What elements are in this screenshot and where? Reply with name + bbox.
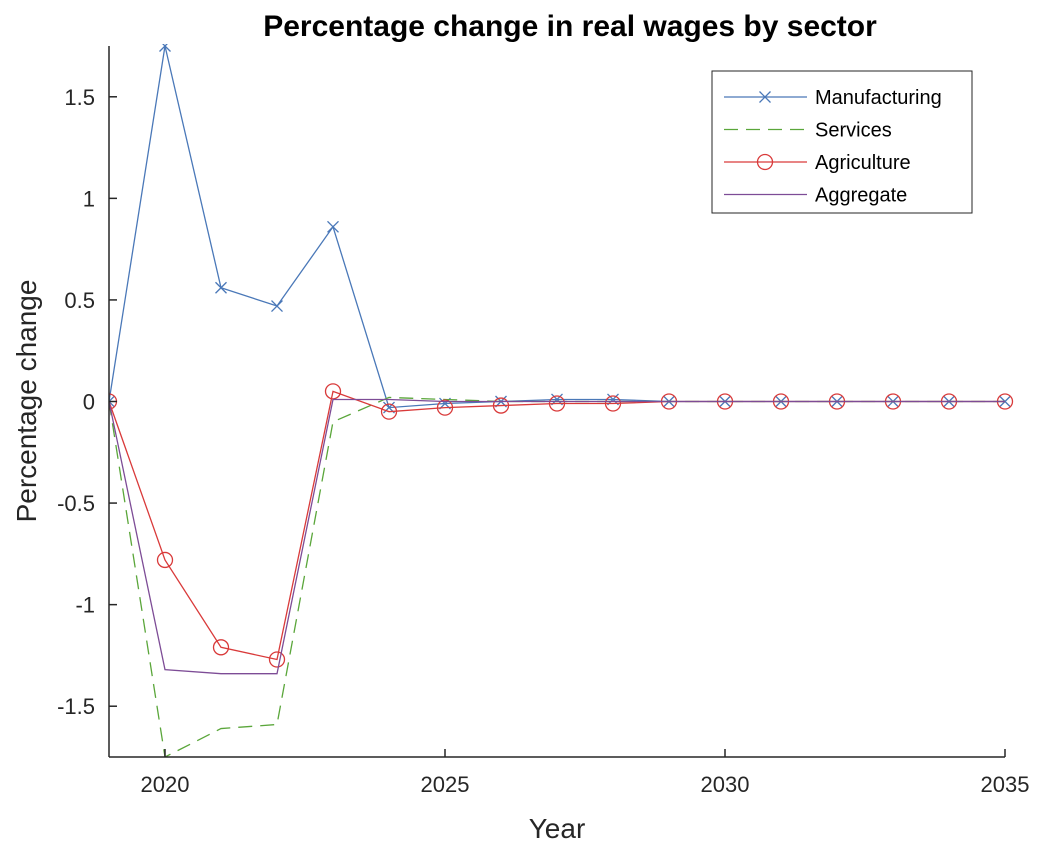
y-axis-label: Percentage change <box>11 280 42 523</box>
y-tick-label: -1.5 <box>57 694 95 719</box>
marker-x-stroke <box>109 395 115 403</box>
legend-label: Agriculture <box>815 152 911 174</box>
y-tick-label: 1 <box>83 186 95 211</box>
series-aggregate <box>109 398 1005 675</box>
y-tick-label: 1.5 <box>64 85 95 110</box>
agriculture-point <box>436 399 454 416</box>
legend-marker <box>759 91 771 103</box>
legend: Manufacturing Services Agriculture Aggregat… <box>711 70 973 214</box>
x-tick-label: 2030 <box>701 772 750 797</box>
x-axis-label: Year <box>529 813 586 844</box>
agriculture-point <box>604 395 622 412</box>
marker-x-stroke <box>383 401 395 414</box>
legend-label: Manufacturing <box>815 87 942 109</box>
manufacturing-point <box>109 395 115 408</box>
marker-x-stroke <box>159 44 168 52</box>
marker-x-stroke <box>109 400 115 408</box>
marker-x-stroke <box>215 281 227 294</box>
legend-entry-manufacturing: Manufacturing <box>724 87 942 109</box>
legend-box <box>711 70 973 214</box>
legend-marker <box>756 153 774 171</box>
marker-x-stroke <box>759 91 771 103</box>
agriculture-line <box>109 390 1005 661</box>
services-line <box>109 396 1005 757</box>
y-tick-label: -1 <box>75 593 95 618</box>
x-tick-label: 2035 <box>981 772 1030 797</box>
x-tick-label: 2025 <box>421 772 470 797</box>
legend-label: Services <box>815 120 892 142</box>
agriculture-point <box>156 551 174 569</box>
legend-entry-aggregate: Aggregate <box>724 185 907 207</box>
legend-entry-services: Services <box>724 120 892 142</box>
series-services <box>109 396 1005 757</box>
agriculture-point <box>268 651 286 668</box>
y-tick-label: 0 <box>83 390 95 415</box>
manufacturing-point <box>271 300 283 312</box>
manufacturing-point <box>327 220 339 233</box>
marker-x-stroke <box>327 220 339 233</box>
legend-label: Aggregate <box>815 185 907 207</box>
y-tick-label: -0.5 <box>57 491 95 516</box>
aggregate-line <box>109 398 1005 675</box>
manufacturing-point <box>159 44 171 52</box>
series-agriculture <box>109 383 1014 668</box>
agriculture-point <box>492 397 510 414</box>
marker-x-stroke <box>271 300 283 312</box>
plot-area <box>109 44 1014 757</box>
axes: 2020 2025 2030 2035 -1.5 -1 -0.5 0 0.5 1 1.5 <box>57 46 1029 797</box>
agriculture-point <box>380 403 398 420</box>
legend-entry-agriculture: Agriculture <box>724 152 911 174</box>
x-tick-label: 2020 <box>141 772 190 797</box>
agriculture-point <box>212 639 230 656</box>
chart-title: Percentage change in real wages by secto… <box>263 10 877 43</box>
agriculture-point <box>548 395 566 412</box>
y-tick-label: 0.5 <box>64 288 95 313</box>
manufacturing-point <box>215 281 227 294</box>
